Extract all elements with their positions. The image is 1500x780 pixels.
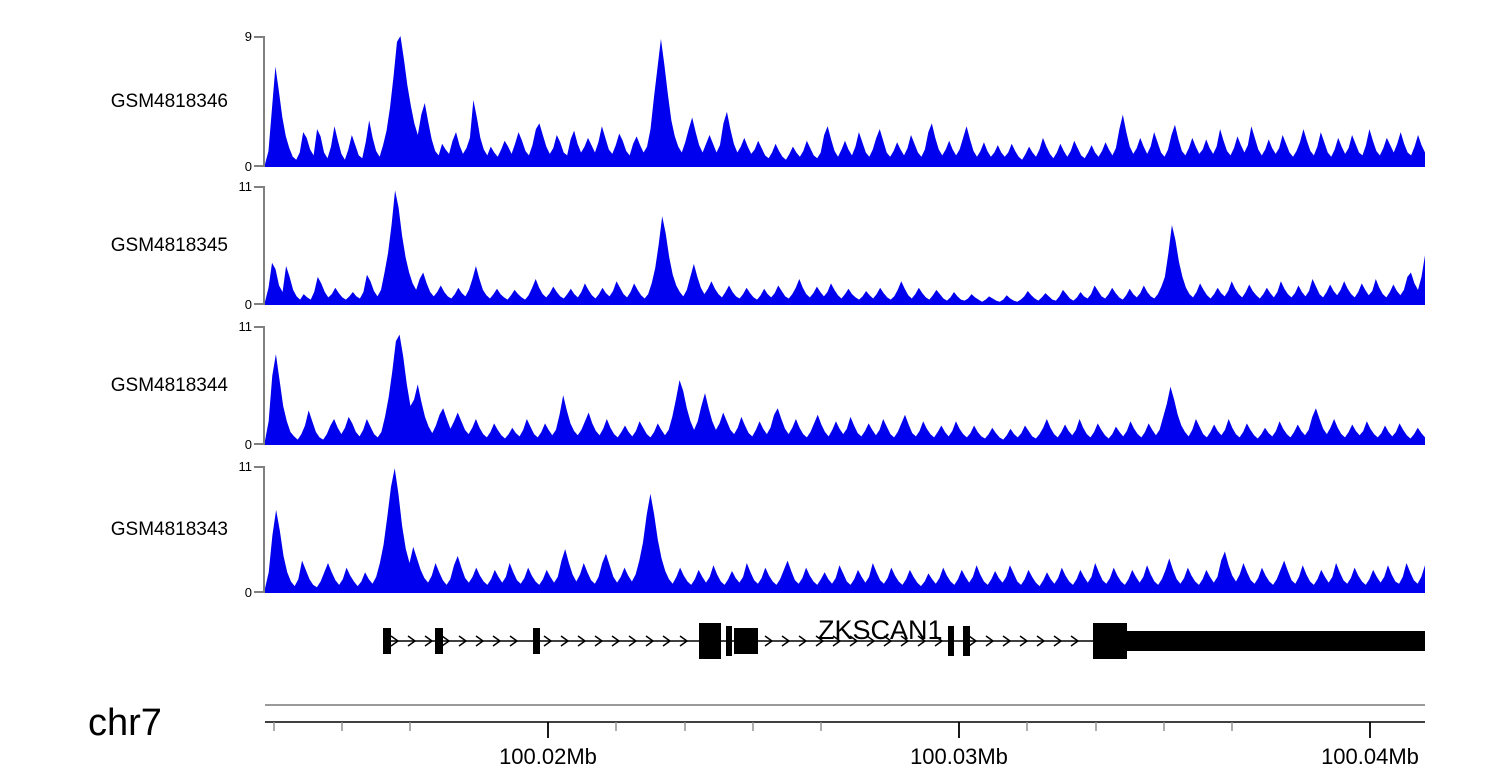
exon-block bbox=[1093, 623, 1127, 659]
exon-block bbox=[533, 628, 540, 654]
strand-arrow bbox=[1002, 635, 1012, 647]
axis-tick-label: 100.04Mb bbox=[1321, 744, 1419, 769]
strand-arrow bbox=[509, 635, 519, 647]
chromosome-label: chr7 bbox=[88, 702, 162, 744]
coverage-area bbox=[265, 468, 1425, 593]
track-label: GSM4818344 bbox=[110, 374, 228, 396]
y-axis-spine bbox=[263, 466, 265, 593]
y-axis-tick-min bbox=[254, 303, 265, 305]
exon-block bbox=[948, 626, 954, 656]
strand-arrow bbox=[1053, 635, 1063, 647]
y-axis-max-value: 11 bbox=[238, 319, 253, 334]
strand-arrow bbox=[798, 635, 808, 647]
track-label: GSM4818343 bbox=[110, 518, 228, 540]
axis-tick-label: 100.02Mb bbox=[499, 744, 597, 769]
strand-arrow bbox=[645, 635, 655, 647]
y-axis-min-value: 0 bbox=[244, 437, 252, 452]
strand-arrow bbox=[611, 635, 621, 647]
strand-arrow bbox=[866, 635, 876, 647]
strand-arrow bbox=[883, 635, 893, 647]
axis-ruler: 100.02Mb 100.03Mb 100.04Mb bbox=[0, 700, 1500, 769]
strand-arrow bbox=[475, 635, 485, 647]
y-axis-min-value: 0 bbox=[244, 585, 252, 600]
y-axis-tick-max bbox=[254, 326, 265, 328]
y-axis-tick-min bbox=[254, 591, 265, 593]
track-label-box: GSM4818346 bbox=[0, 22, 228, 181]
coverage-track-3[interactable]: GSM4818344 11 0 bbox=[0, 312, 1500, 459]
coverage-track-1[interactable]: GSM4818346 9 0 bbox=[0, 22, 1500, 181]
coverage-track-4[interactable]: GSM4818343 11 0 bbox=[0, 452, 1500, 607]
y-axis-max-value: 11 bbox=[238, 459, 253, 474]
strand-arrow bbox=[458, 635, 468, 647]
strand-arrow bbox=[424, 635, 434, 647]
y-axis-max-value: 11 bbox=[238, 179, 253, 194]
y-axis: 11 0 bbox=[235, 320, 265, 451]
coverage-area bbox=[265, 36, 1425, 167]
exon-block bbox=[435, 628, 443, 654]
track-label: GSM4818345 bbox=[110, 234, 228, 256]
exon-block bbox=[963, 626, 970, 656]
genome-axis: chr7 100.02Mb 100.03Mb 100.04Mb bbox=[0, 700, 1500, 780]
strand-arrow bbox=[781, 635, 791, 647]
strand-arrow bbox=[390, 635, 400, 647]
exon-block bbox=[383, 628, 391, 654]
strand-arrow bbox=[679, 635, 689, 647]
coverage-plot[interactable] bbox=[265, 36, 1425, 167]
y-axis-tick-max bbox=[254, 36, 265, 38]
gene-model-glyph[interactable] bbox=[0, 615, 1500, 672]
strand-arrow bbox=[441, 635, 451, 647]
track-label-box: GSM4818345 bbox=[0, 172, 228, 319]
strand-arrow bbox=[968, 635, 978, 647]
y-axis-spine bbox=[263, 36, 265, 167]
y-axis-max-value: 9 bbox=[244, 29, 252, 44]
strand-arrow bbox=[849, 635, 859, 647]
strand-arrow bbox=[407, 635, 417, 647]
y-axis-tick-max bbox=[254, 186, 265, 188]
y-axis-spine bbox=[263, 186, 265, 305]
y-axis-tick-min bbox=[254, 443, 265, 445]
gene-model-track: ZKSCAN1 bbox=[0, 615, 1500, 705]
exon-block bbox=[699, 623, 721, 659]
y-axis-min-value: 0 bbox=[244, 297, 252, 312]
coverage-area bbox=[265, 190, 1425, 305]
strand-arrow bbox=[1070, 635, 1080, 647]
y-axis-min-value: 0 bbox=[244, 159, 252, 174]
exon-block bbox=[734, 628, 758, 654]
coverage-plot[interactable] bbox=[265, 326, 1425, 445]
track-label-box: GSM4818344 bbox=[0, 312, 228, 459]
strand-arrow bbox=[662, 635, 672, 647]
strand-arrow bbox=[594, 635, 604, 647]
coverage-plot[interactable] bbox=[265, 466, 1425, 593]
strand-arrow bbox=[900, 635, 910, 647]
track-label: GSM4818346 bbox=[110, 90, 228, 112]
strand-arrow bbox=[577, 635, 587, 647]
y-axis-tick-max bbox=[254, 466, 265, 468]
y-axis-spine bbox=[263, 326, 265, 445]
coverage-area bbox=[265, 334, 1425, 445]
strand-arrow bbox=[985, 635, 995, 647]
strand-arrow bbox=[764, 635, 774, 647]
strand-arrow bbox=[1036, 635, 1046, 647]
exon-block bbox=[1127, 631, 1425, 651]
strand-arrow bbox=[832, 635, 842, 647]
gene-name-label: ZKSCAN1 bbox=[818, 615, 943, 645]
strand-arrow bbox=[628, 635, 638, 647]
coverage-plot[interactable] bbox=[265, 186, 1425, 305]
track-label-box: GSM4818343 bbox=[0, 452, 228, 607]
strand-arrow bbox=[560, 635, 570, 647]
y-axis: 11 0 bbox=[235, 460, 265, 599]
y-axis: 11 0 bbox=[235, 180, 265, 311]
strand-arrow bbox=[934, 635, 944, 647]
strand-arrow bbox=[917, 635, 927, 647]
coverage-track-2[interactable]: GSM4818345 11 0 bbox=[0, 172, 1500, 319]
strand-arrow bbox=[815, 635, 825, 647]
axis-tick-label: 100.03Mb bbox=[910, 744, 1008, 769]
y-axis-tick-min bbox=[254, 165, 265, 167]
exon-block bbox=[726, 626, 732, 656]
strand-arrow bbox=[1019, 635, 1029, 647]
strand-arrow bbox=[543, 635, 553, 647]
strand-arrow bbox=[492, 635, 502, 647]
